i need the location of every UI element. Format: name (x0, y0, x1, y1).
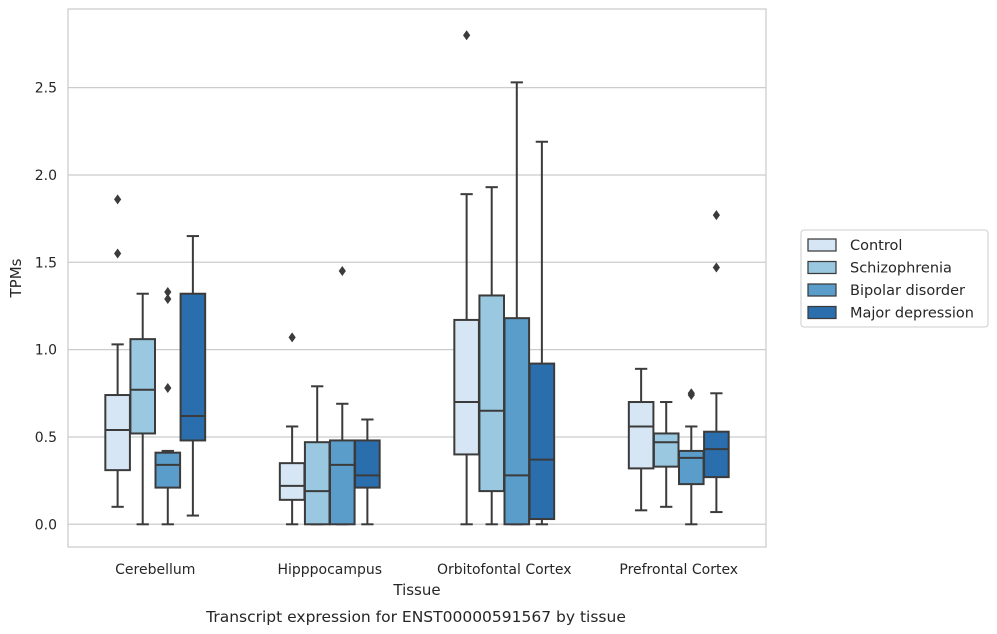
legend-swatch (807, 283, 837, 297)
box-0-2 (154, 286, 182, 526)
box-body (627, 401, 655, 470)
legend-label: Control (850, 238, 902, 254)
box-1-0 (278, 332, 306, 526)
legend-label: Schizophrenia (850, 261, 952, 277)
box-body (303, 441, 331, 526)
box-body (278, 462, 306, 501)
box-0-3 (179, 235, 207, 517)
box-body (329, 439, 356, 526)
y-tick-label: 1.5 (35, 255, 57, 271)
y-tick-label: 0.5 (35, 430, 57, 446)
outlier-point (164, 383, 172, 394)
legend-frame (800, 229, 989, 328)
x-tick-label: Hipppocampus (277, 562, 382, 578)
box-body (154, 451, 182, 489)
box-3-0 (627, 367, 655, 512)
box-body (179, 292, 207, 442)
box-layer (104, 30, 730, 526)
plot-frame (67, 8, 767, 548)
box-0-0 (104, 194, 131, 508)
box-2-1 (478, 186, 505, 526)
legend-label: Major depression (850, 306, 974, 322)
legend-item: Bipolar disorder (807, 283, 965, 299)
box-body (354, 439, 381, 489)
outlier-point (164, 293, 172, 304)
x-tick-label: Orbitofontal Cortex (437, 562, 572, 578)
box-body (104, 394, 131, 472)
x-tick-label: Prefrontal Cortex (619, 562, 738, 578)
legend-item: Control (807, 238, 902, 254)
legend: Control Schizophrenia Bipolar disorder Majo… (800, 229, 989, 328)
outlier-point (463, 30, 471, 41)
box-body (503, 317, 531, 526)
chart-caption: Transcript expression for ENST0000059156… (205, 608, 626, 626)
outlier-point (712, 210, 720, 221)
outlier-point (114, 194, 122, 205)
outlier-point (164, 286, 172, 297)
outlier-point (338, 266, 346, 277)
box-body (478, 294, 505, 493)
outlier-point (687, 390, 695, 401)
legend-label: Bipolar disorder (850, 283, 965, 299)
box-3-3 (703, 210, 730, 514)
box-2-0 (453, 30, 480, 526)
legend-item: Major depression (807, 305, 974, 322)
x-axis-label: Tissue (392, 581, 440, 599)
y-tick-label: 0.0 (35, 517, 57, 533)
box-3-2 (678, 388, 705, 526)
box-body (129, 338, 156, 435)
y-tick-labels: 0.0 0.5 1.0 1.5 2.0 2.5 (35, 81, 57, 534)
box-body (703, 430, 730, 479)
box-3-1 (652, 401, 680, 508)
box-body (652, 432, 680, 468)
box-1-3 (354, 418, 381, 526)
x-tick-label: Cerebellum (115, 562, 195, 578)
x-tick-labels: Cerebellum Hipppocampus Orbitofontal Corte… (115, 562, 738, 578)
box-1-2 (329, 266, 356, 526)
y-tick-label: 2.0 (35, 168, 57, 184)
box-0-1 (129, 292, 156, 526)
outlier-point (712, 262, 720, 273)
box-1-1 (303, 385, 331, 526)
y-axis-label: TPMs (7, 258, 25, 298)
legend-swatch (807, 305, 837, 320)
legend-swatch (807, 238, 837, 252)
box-body (453, 318, 480, 456)
box-2-2 (503, 81, 531, 526)
outlier-point (114, 248, 122, 259)
y-tick-label: 1.0 (35, 343, 57, 359)
outlier-point (288, 332, 296, 343)
legend-swatch (807, 260, 837, 275)
legend-item: Schizophrenia (807, 260, 952, 277)
y-tick-label: 2.5 (35, 81, 57, 97)
box-2-3 (528, 140, 556, 526)
box-body (528, 362, 556, 521)
box-body (678, 449, 705, 486)
